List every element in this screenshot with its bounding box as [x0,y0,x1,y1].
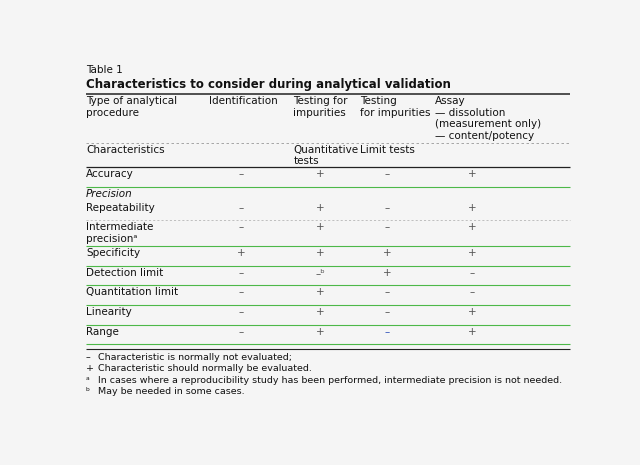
Text: –: – [469,287,474,298]
Text: Specificity: Specificity [86,248,140,258]
Text: +: + [316,287,325,298]
Text: –: – [239,307,244,317]
Text: Precision: Precision [86,189,132,199]
Text: –: – [239,169,244,179]
Text: –: – [86,353,91,362]
Text: +: + [86,365,94,373]
Text: Type of analytical
procedure: Type of analytical procedure [86,96,177,118]
Text: Table 1: Table 1 [86,65,123,75]
Text: +: + [468,222,476,232]
Text: Detection limit: Detection limit [86,268,163,278]
Text: +: + [316,248,325,258]
Text: +: + [468,327,476,337]
Text: Intermediate
precisionᵃ: Intermediate precisionᵃ [86,222,154,244]
Text: +: + [316,327,325,337]
Text: Linearity: Linearity [86,307,132,317]
Text: +: + [468,248,476,258]
Text: +: + [468,169,476,179]
Text: Quantitation limit: Quantitation limit [86,287,178,298]
Text: –: – [385,307,390,317]
Text: +: + [316,307,325,317]
Text: +: + [468,307,476,317]
Text: –: – [239,268,244,278]
Text: –ᵇ: –ᵇ [316,268,325,278]
Text: Characteristic is normally not evaluated;: Characteristic is normally not evaluated… [99,353,292,362]
Text: –: – [239,327,244,337]
Text: +: + [237,248,246,258]
Text: –: – [385,327,390,337]
Text: Repeatability: Repeatability [86,203,155,213]
Text: In cases where a reproducibility study has been performed, intermediate precisio: In cases where a reproducibility study h… [99,376,563,385]
Text: –: – [469,268,474,278]
Text: +: + [468,203,476,213]
Text: Testing
for impurities: Testing for impurities [360,96,431,118]
Text: Limit tests: Limit tests [360,145,415,154]
Text: Assay
— dissolution
(measurement only)
— content/potency: Assay — dissolution (measurement only) —… [435,96,541,141]
Text: ᵇ: ᵇ [86,387,90,396]
Text: Testing for
impurities: Testing for impurities [293,96,348,118]
Text: –: – [239,287,244,298]
Text: –: – [385,222,390,232]
Text: May be needed in some cases.: May be needed in some cases. [99,387,245,396]
Text: Characteristics to consider during analytical validation: Characteristics to consider during analy… [86,79,451,91]
Text: Accuracy: Accuracy [86,169,134,179]
Text: +: + [383,268,392,278]
Text: –: – [385,169,390,179]
Text: ᵃ: ᵃ [86,376,90,385]
Text: Characteristic should normally be evaluated.: Characteristic should normally be evalua… [99,365,312,373]
Text: –: – [239,222,244,232]
Text: –: – [385,203,390,213]
Text: Identification: Identification [209,96,278,106]
Text: +: + [316,222,325,232]
Text: –: – [385,287,390,298]
Text: Quantitative
tests: Quantitative tests [293,145,358,166]
Text: –: – [239,203,244,213]
Text: Characteristics: Characteristics [86,145,164,154]
Text: Range: Range [86,327,119,337]
Text: +: + [316,203,325,213]
Text: +: + [316,169,325,179]
Text: +: + [383,248,392,258]
